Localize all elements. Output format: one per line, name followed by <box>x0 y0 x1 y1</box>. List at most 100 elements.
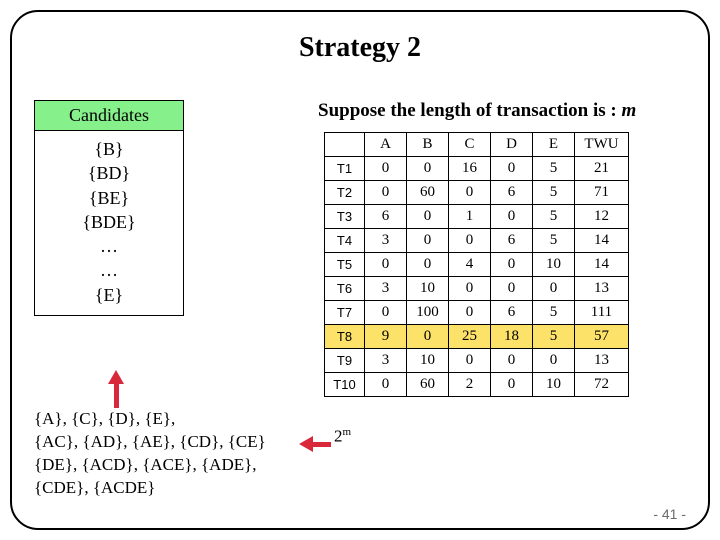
page-number: - 41 - <box>653 506 686 522</box>
cell: 5 <box>533 301 575 325</box>
row-id: T7 <box>325 301 365 325</box>
discarded-line: {DE}, {ACD}, {ACE}, {ADE}, <box>34 454 296 477</box>
col-header: TWU <box>575 133 629 157</box>
row-id: T5 <box>325 253 365 277</box>
cell: 13 <box>575 277 629 301</box>
cell: 10 <box>533 253 575 277</box>
cell: 0 <box>491 349 533 373</box>
cell: 25 <box>449 325 491 349</box>
cell: 5 <box>533 325 575 349</box>
cell: 0 <box>365 301 407 325</box>
cell: 0 <box>491 157 533 181</box>
cell: 0 <box>449 229 491 253</box>
slide-frame: Strategy 2 Candidates {B}{BD}{BE}{BDE}……… <box>10 10 710 530</box>
cell: 21 <box>575 157 629 181</box>
candidate-item: {E} <box>37 283 181 307</box>
content-row: Candidates {B}{BD}{BE}{BDE}……{E} Suppose… <box>34 100 686 397</box>
candidate-item: … <box>37 258 181 282</box>
table-row: T70100065111 <box>325 301 629 325</box>
col-header: B <box>407 133 449 157</box>
cell: 71 <box>575 181 629 205</box>
cell: 9 <box>365 325 407 349</box>
candidate-item: {BDE} <box>37 210 181 234</box>
row-id: T10 <box>325 373 365 397</box>
cell: 57 <box>575 325 629 349</box>
discarded-sets: {A}, {C}, {D}, {E},{AC}, {AD}, {AE}, {CD… <box>34 408 296 500</box>
twom-exp: m <box>343 426 352 438</box>
cell: 10 <box>533 373 575 397</box>
cell: 0 <box>449 349 491 373</box>
cell: 0 <box>491 253 533 277</box>
cell: 0 <box>407 253 449 277</box>
cell: 5 <box>533 229 575 253</box>
cell: 0 <box>407 205 449 229</box>
discarded-line: {A}, {C}, {D}, {E}, <box>34 408 296 431</box>
cell: 6 <box>365 205 407 229</box>
cell: 3 <box>365 277 407 301</box>
two-to-m-label: 2m <box>334 426 351 447</box>
cell: 0 <box>449 181 491 205</box>
cell: 60 <box>407 181 449 205</box>
row-id: T1 <box>325 157 365 181</box>
cell: 6 <box>491 301 533 325</box>
table-row: T8902518557 <box>325 325 629 349</box>
cell: 3 <box>365 229 407 253</box>
cell: 0 <box>407 157 449 181</box>
candidates-list: {B}{BD}{BE}{BDE}……{E} <box>35 131 183 315</box>
cell: 5 <box>533 181 575 205</box>
cell: 0 <box>491 373 533 397</box>
col-header: D <box>491 133 533 157</box>
cell: 111 <box>575 301 629 325</box>
suppose-text: Suppose the length of transaction is : m <box>318 100 636 122</box>
discarded-line: {AC}, {AD}, {AE}, {CD}, {CE} <box>34 431 296 454</box>
cell: 3 <box>365 349 407 373</box>
cell: 0 <box>365 157 407 181</box>
cell: 13 <box>575 349 629 373</box>
data-table: ABCDETWUT100160521T206006571T36010512T43… <box>324 132 629 397</box>
cell: 0 <box>365 181 407 205</box>
cell: 1 <box>449 205 491 229</box>
suppose-prefix: Suppose the length of transaction is : <box>318 100 622 121</box>
discarded-line: {CDE}, {ACDE} <box>34 477 296 500</box>
candidates-header: Candidates <box>35 101 183 131</box>
col-header: C <box>449 133 491 157</box>
cell: 4 <box>449 253 491 277</box>
page-title: Strategy 2 <box>34 32 686 64</box>
cell: 72 <box>575 373 629 397</box>
arrow-up-icon <box>108 370 124 408</box>
cell: 6 <box>491 229 533 253</box>
cell: 10 <box>407 349 449 373</box>
cell: 0 <box>449 301 491 325</box>
row-id: T8 <box>325 325 365 349</box>
cell: 10 <box>407 277 449 301</box>
cell: 0 <box>533 277 575 301</box>
row-id: T2 <box>325 181 365 205</box>
cell: 5 <box>533 205 575 229</box>
cell: 100 <box>407 301 449 325</box>
candidate-item: {BE} <box>37 186 181 210</box>
cell: 2 <box>449 373 491 397</box>
twom-base: 2 <box>334 427 343 446</box>
table-row: T36010512 <box>325 205 629 229</box>
table-row: T100160521 <box>325 157 629 181</box>
cell: 0 <box>365 373 407 397</box>
right-column: Suppose the length of transaction is : m… <box>324 100 686 397</box>
left-column: Candidates {B}{BD}{BE}{BDE}……{E} <box>34 100 254 316</box>
table-row: T206006571 <box>325 181 629 205</box>
table-row: T931000013 <box>325 349 629 373</box>
arrow-left-icon <box>299 436 331 452</box>
cell: 0 <box>407 229 449 253</box>
col-header: A <box>365 133 407 157</box>
cell: 14 <box>575 229 629 253</box>
row-id: T4 <box>325 229 365 253</box>
row-id: T6 <box>325 277 365 301</box>
cell: 0 <box>449 277 491 301</box>
cell: 0 <box>407 325 449 349</box>
cell: 0 <box>491 205 533 229</box>
table-row: T500401014 <box>325 253 629 277</box>
cell: 18 <box>491 325 533 349</box>
cell: 14 <box>575 253 629 277</box>
candidate-item: {B} <box>37 137 181 161</box>
cell: 5 <box>533 157 575 181</box>
candidates-box: Candidates {B}{BD}{BE}{BDE}……{E} <box>34 100 184 316</box>
